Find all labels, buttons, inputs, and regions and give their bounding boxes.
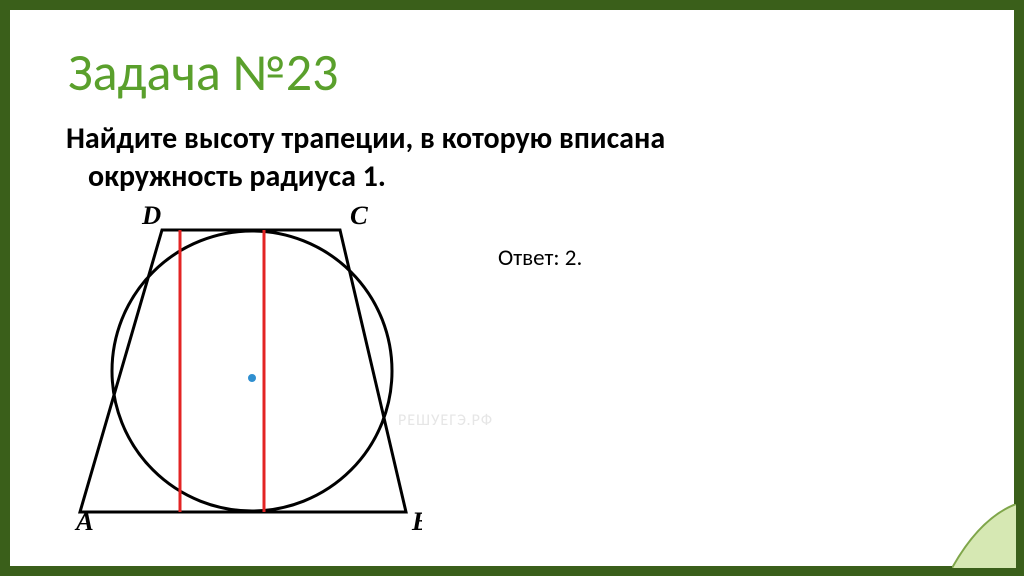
answer-label: Ответ:: [498, 244, 560, 272]
watermark-text: РЕШУЕГЭ.РФ: [398, 411, 493, 430]
slide-frame: Задача №23 Найдите высоту трапеции, в ко…: [0, 0, 1024, 576]
problem-line-2: окружность радиуса 1.: [66, 158, 958, 196]
curl-fill: [952, 504, 1016, 568]
answer-text: Ответ: 2.: [498, 244, 582, 272]
corner-curl-icon: [952, 504, 1016, 568]
svg-text:D: D: [141, 204, 161, 230]
svg-text:B: B: [411, 506, 422, 534]
svg-text:A: A: [74, 506, 94, 534]
problem-line-1: Найдите высоту трапеции, в которую вписа…: [66, 120, 958, 158]
answer-value: 2.: [565, 244, 582, 272]
diagram-svg: A B C D: [72, 204, 422, 534]
problem-statement: Найдите высоту трапеции, в которую вписа…: [66, 120, 958, 195]
problem-title: Задача №23: [68, 40, 339, 104]
svg-text:C: C: [350, 204, 368, 230]
geometry-diagram: A B C D: [72, 204, 422, 534]
